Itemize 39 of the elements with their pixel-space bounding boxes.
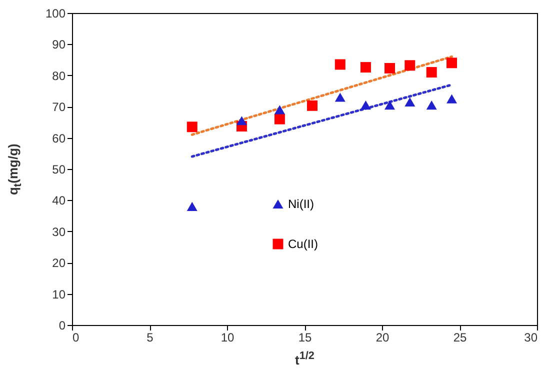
point — [274, 105, 285, 114]
point — [446, 58, 457, 68]
y-tick-label: 30 — [52, 224, 66, 239]
y-tick-label: 80 — [52, 68, 66, 83]
legend-label: Ni(II) — [288, 197, 314, 211]
y-tick-label: 20 — [52, 256, 66, 270]
point — [404, 60, 416, 71]
x-tick-label: 5 — [146, 330, 154, 344]
point — [360, 100, 371, 110]
x-tick-label: 10 — [220, 330, 234, 344]
point — [404, 97, 416, 106]
y-tick-label: 40 — [52, 194, 66, 208]
point — [360, 62, 371, 73]
point — [426, 67, 437, 78]
y-tick-label: 0 — [58, 318, 66, 332]
y-tick-label: 10 — [52, 287, 66, 302]
legend-label: Cu(II) — [288, 237, 318, 251]
x-tick-label: 25 — [453, 330, 467, 344]
point — [186, 122, 198, 132]
point — [334, 59, 346, 70]
point — [384, 100, 395, 110]
y-tick-label: 70 — [52, 100, 66, 114]
point — [334, 92, 346, 102]
y-tick-label: 60 — [52, 131, 66, 146]
x-tick-label: 20 — [376, 330, 390, 344]
point — [426, 100, 437, 110]
y-tick-label: 90 — [52, 38, 66, 52]
point — [236, 116, 247, 126]
point — [274, 114, 285, 124]
x-tick-label: 15 — [298, 330, 312, 344]
x-axis-title: t$^{1/2}$ — [295, 350, 314, 368]
point — [186, 202, 198, 211]
point — [384, 62, 395, 74]
point — [446, 94, 457, 104]
x-tick-label: 30 — [524, 330, 538, 344]
x-tick-label: 0 — [72, 330, 80, 344]
point — [307, 100, 318, 111]
y-tick-label: 50 — [52, 162, 66, 176]
y-tick-label: 100 — [45, 6, 66, 20]
